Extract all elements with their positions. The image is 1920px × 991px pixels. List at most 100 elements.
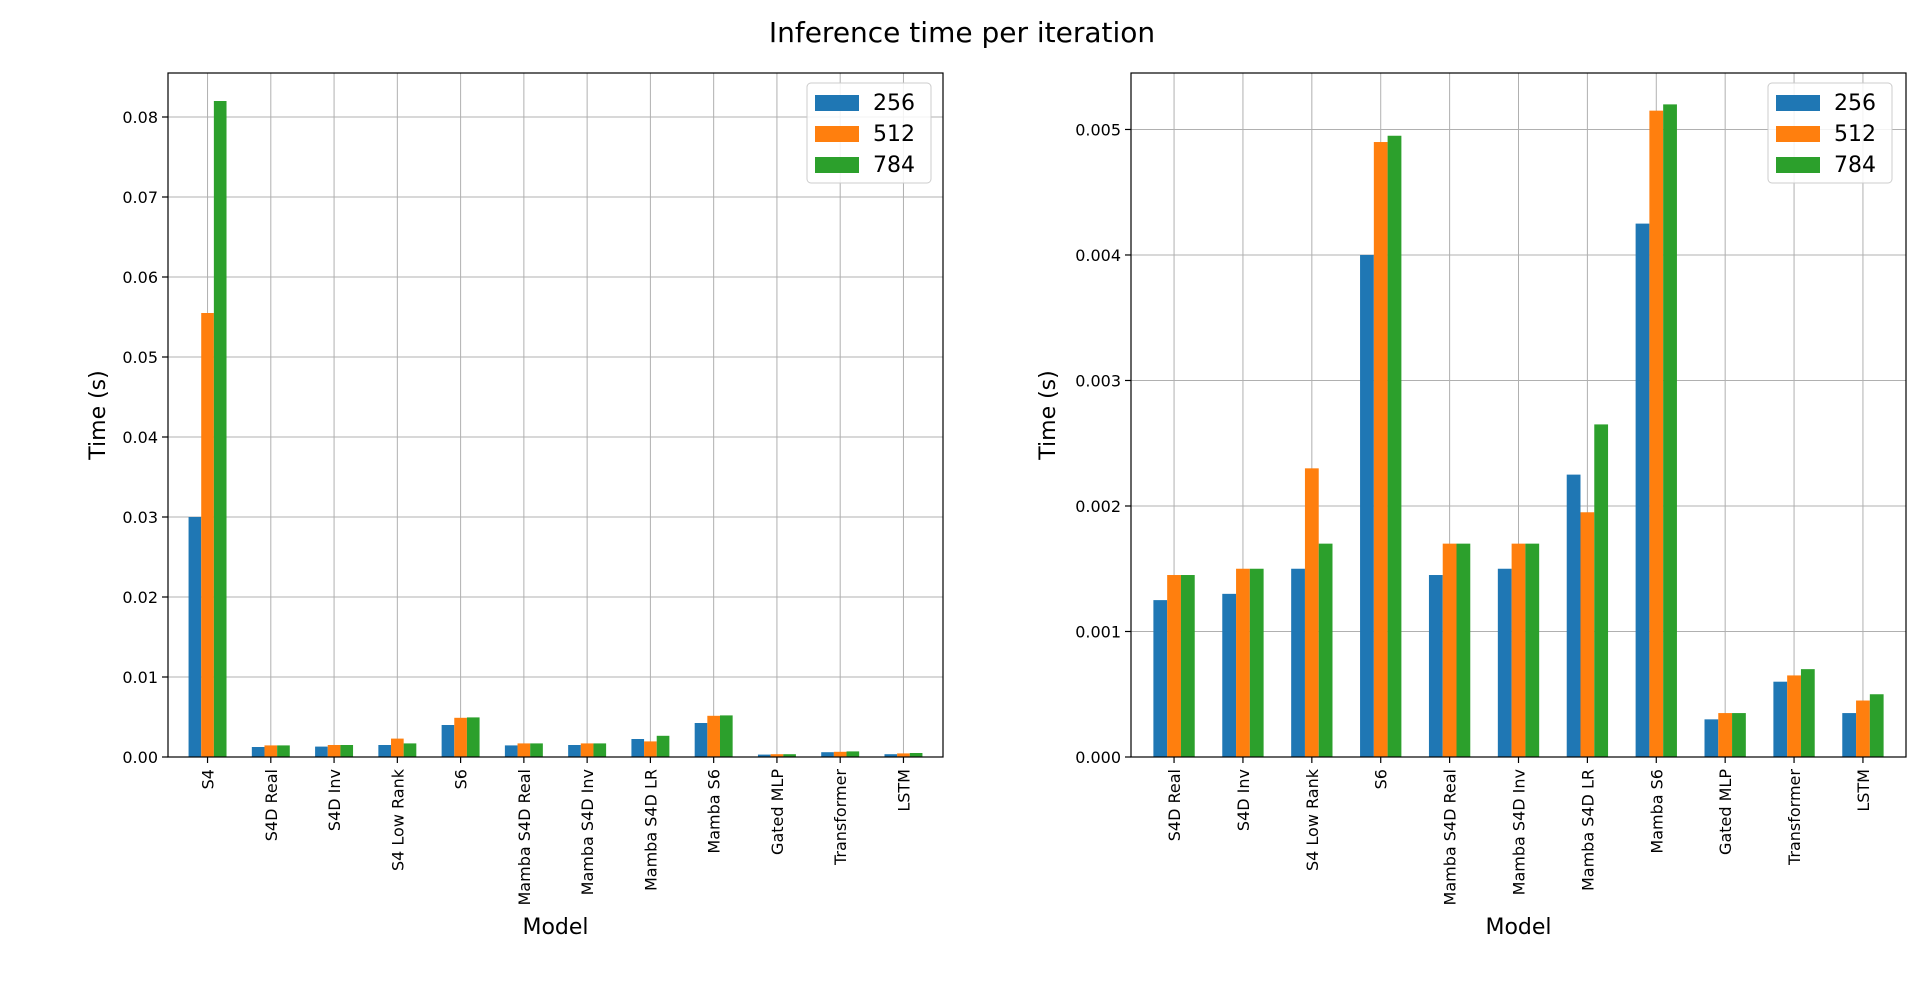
bar-784-s4 [213,101,227,757]
bar-784-gated-mlp [1732,713,1746,757]
legend-label-512: 512 [873,122,915,147]
legend-swatch-784 [1776,157,1820,173]
x-tick-label: S4D Real [262,769,281,841]
x-tick-label: S4D Real [1165,769,1184,841]
legend-swatch-256 [815,95,859,111]
bar-512-lstm [897,753,910,757]
y-tick-label: 0.005 [1075,120,1121,139]
bar-784-mamba-s6 [1663,104,1677,757]
bar-256-mamba-s4d-lr [1566,474,1581,757]
x-tick-label: LSTM [1854,769,1873,812]
y-tick-label: 0.06 [122,268,158,287]
y-tick-label: 0.03 [122,508,158,527]
bar-784-s4d-inv [340,745,354,757]
x-tick-label: S6 [1372,769,1391,789]
bar-256-mamba-s6 [1635,223,1650,758]
bar-784-s4d-real [1180,575,1195,757]
x-tick-label: S4 Low Rank [388,768,407,871]
bar-256-mamba-s4d-lr [631,739,645,757]
x-tick-label: Mamba S6 [1647,769,1666,854]
bar-256-transformer [821,752,834,757]
x-tick-label: Transformer [1785,769,1804,866]
bar-512-s4-low-rank [1304,468,1319,757]
legend: 256 512 784 [1767,82,1893,184]
bar-256-s6 [441,725,455,757]
y-tick-label: 0.01 [122,668,158,687]
bar-512-s4 [201,313,214,757]
bar-256-s4d-inv [315,746,328,757]
bar-784-mamba-s6 [719,715,733,757]
bar-512-transformer [1787,675,1801,757]
x-tick-label: Mamba S4D Real [1441,769,1460,905]
bar-256-mamba-s4d-inv [1497,568,1512,757]
bar-784-s4d-inv [1249,568,1264,757]
x-tick-label: Mamba S4D LR [641,769,660,891]
x-tick-label: Gated MLP [1716,769,1735,855]
y-tick-label: 0.04 [122,428,158,447]
bar-256-s4d-real [1153,600,1168,757]
bar-256-s6 [1360,254,1374,758]
bar-256-mamba-s4d-real [1428,575,1443,757]
bar-784-mamba-s4d-lr [1594,424,1609,757]
bar-256-mamba-s6 [694,723,708,757]
x-tick-label: Transformer [831,769,850,866]
bar-784-s6 [1387,135,1402,757]
legend-label-512: 512 [1834,122,1876,147]
bar-256-gated-mlp [1704,719,1719,757]
bar-512-s4-low-rank [391,738,404,757]
x-tick-label: S4 [199,769,218,789]
y-tick-label: 0.001 [1075,622,1121,641]
bar-784-mamba-s4d-lr [656,735,670,757]
bar-256-lstm [884,754,898,757]
bar-256-s4-low-rank [1291,568,1305,757]
legend: 256 512 784 [806,82,932,184]
bar-512-mamba-s4d-inv [1511,543,1526,757]
bar-784-mamba-s4d-real [1456,543,1471,757]
bar-512-lstm [1856,700,1870,757]
bar-784-s4-low-rank [1318,543,1333,757]
bar-512-s4d-real [264,745,278,757]
bar-784-mamba-s4d-real [530,743,543,757]
bar-256-gated-mlp [757,754,771,757]
bar-512-mamba-s6 [1649,110,1664,758]
legend-swatch-512 [1776,126,1820,142]
bar-256-s4d-real [251,747,265,757]
y-tick-label: 0.02 [122,588,158,607]
y-tick-label: 0.08 [122,108,158,127]
x-tick-label: S4D Inv [325,769,344,831]
y-tick-label: 0.004 [1075,246,1121,265]
chart-left: 0.00 0.01 0.02 0.03 0.04 0.05 0.06 0.07 0.08 S4 S4… [86,72,944,940]
x-tick-label: Mamba S4D Inv [1510,769,1529,895]
legend-label-256: 256 [873,91,915,116]
x-tick-label: Mamba S4D Real [515,769,534,905]
legend-label-256: 256 [1834,91,1876,116]
x-tick-label: S6 [452,769,471,789]
bar-512-s4d-real [1167,575,1181,757]
bar-256-mamba-s4d-inv [568,745,581,757]
bar-512-mamba-s4d-lr [1580,512,1595,757]
x-tick-label: Mamba S4D Inv [578,769,597,895]
x-tick-label: S4 Low Rank [1303,768,1322,871]
legend-label-784: 784 [873,153,915,178]
y-tick-label: 0.000 [1075,748,1121,767]
bar-512-gated-mlp [1718,713,1733,757]
y-tick-label: 0.003 [1075,371,1121,390]
legend-swatch-784 [815,157,859,173]
legend-swatch-512 [815,126,859,142]
axes-frame [167,72,944,758]
x-tick-label: LSTM [894,769,913,812]
bar-784-s4d-real [277,745,290,757]
bar-784-lstm [1869,694,1884,757]
bar-784-gated-mlp [783,754,796,757]
figure-title: Inference time per iteration [769,16,1155,49]
bar-512-mamba-s4d-lr [644,741,657,757]
bar-784-mamba-s4d-inv [1525,543,1540,757]
chart-right: 0.000 0.001 0.002 0.003 0.004 0.005 S4D Real S4… [1036,72,1907,940]
bar-256-s4-low-rank [378,745,392,757]
y-tick-label: 0.002 [1075,497,1121,516]
y-tick-label: 0.07 [122,188,158,207]
y-axis-label: Time (s) [86,370,111,460]
bar-256-mamba-s4d-real [504,745,518,757]
bar-512-s4d-inv [327,745,341,757]
